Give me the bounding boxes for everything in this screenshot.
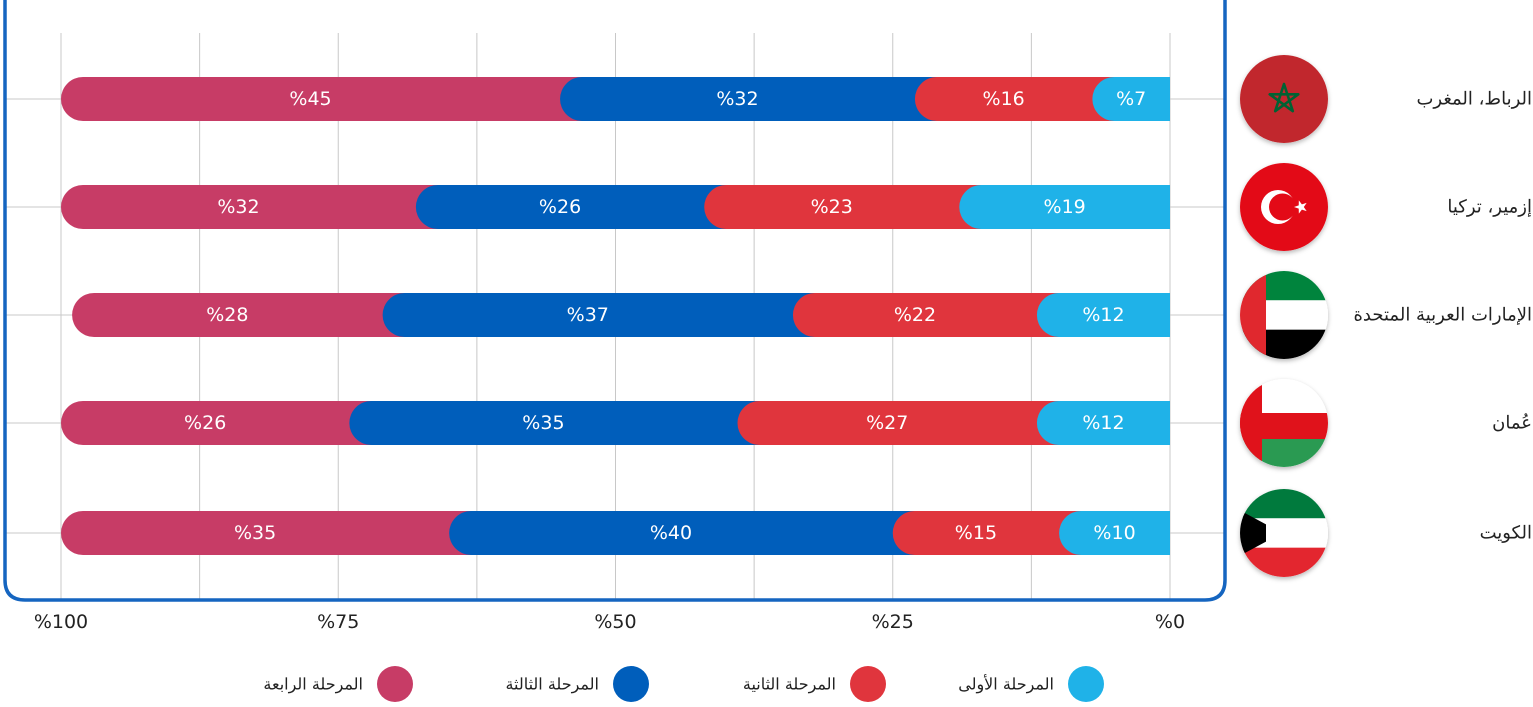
axis-tick-labels: %0 %25 %50 %75 %100: [34, 611, 1185, 633]
legend-item: المرحلة الثانية: [743, 666, 886, 702]
bar-value-label: %15: [955, 522, 997, 544]
category-label: الكويت: [1480, 523, 1532, 544]
bar-value-label: %28: [206, 304, 248, 326]
bar-value-label: %37: [567, 304, 609, 326]
bar-row: %7 %16 %32 %45: [61, 77, 1170, 121]
axis-tick-label: %25: [872, 611, 914, 633]
bar-row: %19 %23 %26 %32: [61, 185, 1170, 229]
bar-value-label: %27: [866, 412, 908, 434]
bar-segment: [914, 77, 1115, 121]
bar-value-label: %26: [539, 196, 581, 218]
oman-flag-icon: [1240, 379, 1328, 467]
bar-value-label: %22: [894, 304, 936, 326]
bar-segment: [61, 401, 372, 445]
bar-segment: [792, 293, 1059, 337]
bar-segment: [61, 185, 438, 229]
bar-value-label: %10: [1093, 522, 1135, 544]
kuwait-flag-icon: [1240, 489, 1328, 577]
morocco-flag-icon: [1240, 55, 1328, 143]
bar-value-label: %35: [234, 522, 276, 544]
axis-tick-label: %100: [34, 611, 88, 633]
bar-value-label: %32: [217, 196, 259, 218]
plot-frame: [3, 0, 1227, 602]
bar-value-label: %26: [184, 412, 226, 434]
bars: %7 %16 %32 %45 %19 %23 %26 %32 %12 %22 %37 %28 %12 %2…: [61, 77, 1170, 555]
legend-item: المرحلة الثالثة: [505, 666, 649, 702]
legend-item: المرحلة الرابعة: [263, 666, 413, 702]
legend-swatch: [377, 666, 413, 702]
bar-segment: [1059, 511, 1170, 555]
bar-segment: [415, 185, 727, 229]
axis-tick-label: %50: [594, 611, 636, 633]
bar-value-label: %23: [811, 196, 853, 218]
bar-row: %10 %15 %40 %35: [61, 511, 1170, 555]
bar-segment: [959, 185, 1170, 229]
legend-item: المرحلة الأولى: [958, 666, 1104, 702]
bar-value-label: %32: [716, 88, 758, 110]
bar-row: %12 %27 %35 %26: [61, 401, 1170, 445]
legend-label: المرحلة الأولى: [958, 675, 1054, 694]
legend-label: المرحلة الثالثة: [505, 675, 599, 694]
bar-segment: [72, 293, 405, 337]
bar-segment: [382, 293, 815, 337]
bar-value-label: %19: [1044, 196, 1086, 218]
category-label: عُمان: [1492, 413, 1532, 434]
category-label: الرباط، المغرب: [1416, 89, 1532, 110]
bar-value-label: %12: [1082, 304, 1124, 326]
flags: [1240, 55, 1328, 577]
bar-value-label: %7: [1116, 88, 1146, 110]
category-labels: الرباط، المغرب إزمير، تركيا الإمارات العرب…: [1354, 89, 1533, 544]
legend-swatch: [613, 666, 649, 702]
bar-segment: [1036, 401, 1170, 445]
bar-segment: [349, 401, 760, 445]
bar-segment: [61, 77, 583, 121]
turkey-flag-icon: [1240, 163, 1328, 251]
bar-value-label: %45: [289, 88, 331, 110]
category-label: إزمير، تركيا: [1447, 197, 1532, 218]
legend: المرحلة الأولى المرحلة الثانية المرحلة الث…: [263, 666, 1104, 702]
bar-value-label: %40: [650, 522, 692, 544]
bar-segment: [61, 511, 472, 555]
uae-flag-icon: [1240, 271, 1328, 359]
legend-label: المرحلة الثانية: [743, 675, 836, 694]
bar-segment: [449, 511, 915, 555]
bar-segment: [1036, 293, 1170, 337]
bar-row: %12 %22 %37 %28: [72, 293, 1170, 337]
axis-tick-label: %75: [317, 611, 359, 633]
legend-swatch: [850, 666, 886, 702]
bar-segment: [737, 401, 1059, 445]
bar-value-label: %35: [522, 412, 564, 434]
bar-segment: [704, 185, 982, 229]
bar-segment: [892, 511, 1082, 555]
bar-value-label: %12: [1082, 412, 1124, 434]
legend-label: المرحلة الرابعة: [263, 675, 363, 694]
legend-swatch: [1068, 666, 1104, 702]
axis-tick-label: %0: [1155, 611, 1185, 633]
bar-value-label: %16: [983, 88, 1025, 110]
bar-segment: [560, 77, 937, 121]
bar-segment: [1092, 77, 1170, 121]
category-label: الإمارات العربية المتحدة: [1354, 305, 1533, 326]
